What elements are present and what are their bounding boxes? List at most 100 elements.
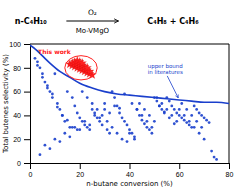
- point: [155, 100, 158, 103]
- point: [198, 112, 201, 115]
- point: [213, 156, 216, 159]
- point: [68, 126, 71, 129]
- products: C₄H₈ + C₄H₆: [147, 17, 199, 26]
- y-axis: 020406080100: [9, 41, 30, 167]
- annotation: upper boundin literatures: [148, 63, 183, 75]
- highlight-ellipse: [65, 56, 97, 80]
- tick: 80: [13, 65, 30, 72]
- point: [108, 132, 111, 135]
- point: [58, 108, 61, 111]
- point: [195, 120, 198, 123]
- point: [138, 114, 141, 117]
- tick-mark: [24, 115, 30, 116]
- point: [168, 116, 171, 119]
- tick-label: 40: [126, 171, 134, 178]
- tick-label: 40: [13, 112, 21, 119]
- point: [185, 108, 188, 111]
- tick-label: 0: [29, 171, 33, 178]
- point: [46, 87, 49, 90]
- point: [185, 121, 188, 124]
- point: [150, 132, 153, 135]
- point: [78, 116, 81, 119]
- tick: 0: [29, 163, 33, 178]
- point: [203, 116, 206, 119]
- frame: [30, 44, 229, 45]
- point: [178, 108, 181, 111]
- tick-label: 20: [76, 171, 84, 178]
- point: [73, 126, 76, 129]
- point: [131, 102, 134, 105]
- point: [86, 126, 89, 129]
- point: [131, 132, 134, 135]
- point: [39, 153, 42, 156]
- tick: 20: [76, 163, 84, 178]
- point: [141, 119, 144, 122]
- point: [160, 108, 163, 111]
- tick-label: 60: [13, 88, 21, 95]
- point: [215, 158, 218, 161]
- tick: 100: [9, 41, 30, 48]
- point: [193, 104, 196, 107]
- tick-mark: [229, 163, 230, 169]
- point: [121, 138, 124, 141]
- point: [153, 120, 156, 123]
- point: [81, 120, 84, 123]
- tick: 20: [13, 136, 30, 143]
- point: [121, 116, 124, 119]
- point: [86, 96, 89, 99]
- point: [76, 128, 79, 131]
- point: [101, 124, 104, 127]
- point: [98, 116, 101, 119]
- point: [180, 116, 183, 119]
- point: [168, 100, 171, 103]
- tick-mark: [30, 163, 31, 169]
- point: [93, 114, 96, 117]
- point: [106, 128, 109, 131]
- point: [68, 135, 71, 138]
- point: [173, 122, 176, 125]
- point: [188, 120, 191, 123]
- point: [170, 114, 173, 117]
- point: [83, 120, 86, 123]
- tick-mark: [24, 92, 30, 93]
- point: [93, 112, 96, 115]
- point: [63, 120, 66, 123]
- annotation-arrow: [167, 76, 178, 98]
- point: [101, 114, 104, 117]
- point: [111, 126, 114, 129]
- point: [126, 140, 129, 143]
- point: [81, 90, 84, 93]
- point: [183, 114, 186, 117]
- point: [73, 104, 76, 107]
- tick: 80: [226, 163, 234, 178]
- point: [146, 126, 149, 129]
- point: [83, 124, 86, 127]
- tick: 60: [13, 88, 30, 95]
- point: [98, 120, 101, 123]
- point: [150, 126, 153, 129]
- point: [44, 144, 47, 147]
- point: [210, 150, 213, 153]
- point: [143, 122, 146, 125]
- point: [78, 128, 81, 131]
- point: [53, 138, 56, 141]
- point: [71, 96, 74, 99]
- point: [103, 108, 106, 111]
- tick-label: 80: [226, 171, 234, 178]
- point: [76, 112, 79, 115]
- x-axis-title: n-butane conversion (%): [86, 180, 173, 188]
- point: [133, 138, 136, 141]
- point: [170, 104, 173, 107]
- point: [205, 119, 208, 122]
- point: [146, 120, 149, 123]
- point: [158, 104, 161, 107]
- point: [208, 121, 211, 124]
- point: [158, 104, 161, 107]
- point: [141, 114, 144, 117]
- catalyst: Mo-VMgO: [76, 27, 110, 35]
- point: [190, 114, 193, 117]
- point: [195, 108, 198, 111]
- plot: 020406080020406080100This workupper boun…: [9, 41, 233, 178]
- tick-label: 100: [9, 41, 21, 48]
- point: [88, 124, 91, 127]
